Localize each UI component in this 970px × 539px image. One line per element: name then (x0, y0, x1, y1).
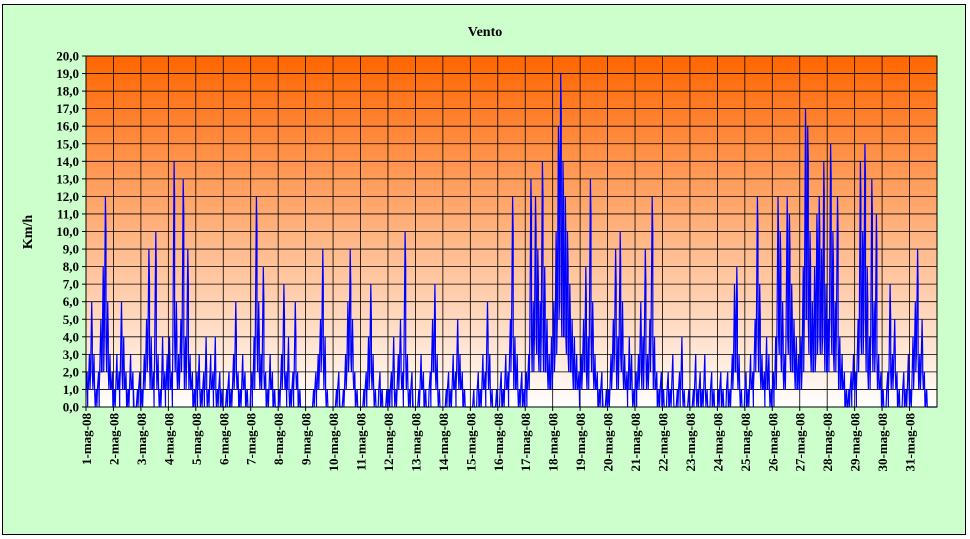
grid-lines (86, 55, 937, 408)
x-tick-label: 27-mag-08 (793, 413, 808, 472)
x-tick-label: 10-mag-08 (326, 413, 341, 472)
y-tick-label: 11,0 (57, 206, 79, 221)
y-tick-label: 16,0 (56, 119, 79, 134)
y-axis-ticks: 0,0 1,0 2,0 3,0 4,0 5,0 6,0 7,0 8,0 9,0 10,0 11,0 12… (56, 49, 86, 415)
y-tick-label: 5,0 (63, 312, 79, 327)
x-tick-label: 4-mag-08 (161, 413, 176, 465)
x-tick-label: 15-mag-08 (463, 413, 478, 472)
y-tick-label: 17,0 (56, 101, 79, 116)
y-tick-label: 8,0 (63, 259, 79, 274)
y-tick-label: 0,0 (63, 400, 79, 415)
x-tick-label: 30-mag-08 (875, 413, 890, 472)
x-tick-label: 3-mag-08 (134, 413, 149, 465)
y-tick-label: 2,0 (63, 364, 79, 379)
y-tick-label: 3,0 (63, 347, 79, 362)
x-tick-label: 16-mag-08 (491, 413, 506, 472)
plot-border (85, 55, 938, 408)
x-tick-label: 6-mag-08 (216, 413, 231, 465)
y-axis-label: Km/h (21, 215, 36, 249)
chart-title: Vento (468, 25, 503, 40)
x-tick-label: 22-mag-08 (655, 413, 670, 472)
x-tick-label: 1-mag-08 (79, 413, 94, 465)
x-tick-label: 9-mag-08 (299, 413, 314, 465)
x-tick-label: 17-mag-08 (518, 413, 533, 472)
y-tick-label: 1,0 (63, 382, 79, 397)
y-tick-label: 20,0 (56, 49, 79, 64)
x-axis-ticks: 1-mag-08 2-mag-08 3-mag-08 4-mag-08 5-mag-08… (79, 407, 918, 472)
x-tick-label: 31-mag-08 (903, 413, 918, 472)
x-tick-label: 8-mag-08 (271, 413, 286, 465)
series-line (85, 73, 937, 408)
x-tick-label: 26-mag-08 (765, 413, 780, 472)
x-tick-label: 28-mag-08 (820, 413, 835, 472)
x-tick-label: 14-mag-08 (436, 413, 451, 472)
y-tick-label: 4,0 (63, 329, 79, 344)
wind-chart: Vento 0,0 1,0 2,0 3,0 4,0 5,0 6,0 7,0 8,0 9,0 10,0… (21, 25, 938, 472)
y-tick-label: 12,0 (56, 189, 79, 204)
x-tick-label: 29-mag-08 (848, 413, 863, 472)
x-tick-label: 11-mag-08 (354, 413, 369, 471)
x-tick-label: 2-mag-08 (106, 413, 121, 465)
x-tick-label: 25-mag-08 (738, 413, 753, 472)
chart-area: Vento 0,0 1,0 2,0 3,0 4,0 5,0 6,0 7,0 8,0 9,0 10,0… (2, 4, 966, 535)
x-tick-label: 23-mag-08 (683, 413, 698, 472)
y-tick-label: 14,0 (56, 154, 79, 169)
y-tick-label: 7,0 (63, 277, 79, 292)
y-tick-label: 19,0 (56, 66, 79, 81)
x-tick-label: 20-mag-08 (601, 413, 616, 472)
y-tick-label: 9,0 (63, 242, 79, 257)
x-tick-label: 24-mag-08 (710, 413, 725, 472)
y-tick-label: 6,0 (63, 294, 79, 309)
x-tick-label: 21-mag-08 (628, 413, 643, 472)
y-tick-label: 15,0 (56, 136, 79, 151)
x-tick-label: 12-mag-08 (381, 413, 396, 472)
x-tick-label: 19-mag-08 (573, 413, 588, 472)
y-tick-label: 18,0 (56, 84, 79, 99)
y-tick-label: 13,0 (56, 171, 79, 186)
x-tick-label: 5-mag-08 (189, 413, 204, 465)
x-tick-label: 18-mag-08 (546, 413, 561, 472)
x-tick-label: 13-mag-08 (408, 413, 423, 472)
x-tick-label: 7-mag-08 (244, 413, 259, 465)
y-tick-label: 10,0 (56, 224, 79, 239)
